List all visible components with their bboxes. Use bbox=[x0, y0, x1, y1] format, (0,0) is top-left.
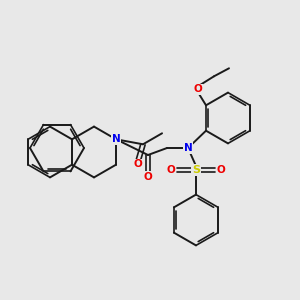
Text: N: N bbox=[184, 143, 192, 153]
Text: O: O bbox=[167, 165, 176, 175]
Text: O: O bbox=[194, 84, 202, 94]
Text: O: O bbox=[134, 159, 142, 169]
Text: O: O bbox=[217, 165, 225, 175]
Text: O: O bbox=[144, 172, 152, 182]
Text: N: N bbox=[112, 134, 120, 144]
Text: S: S bbox=[192, 165, 200, 175]
